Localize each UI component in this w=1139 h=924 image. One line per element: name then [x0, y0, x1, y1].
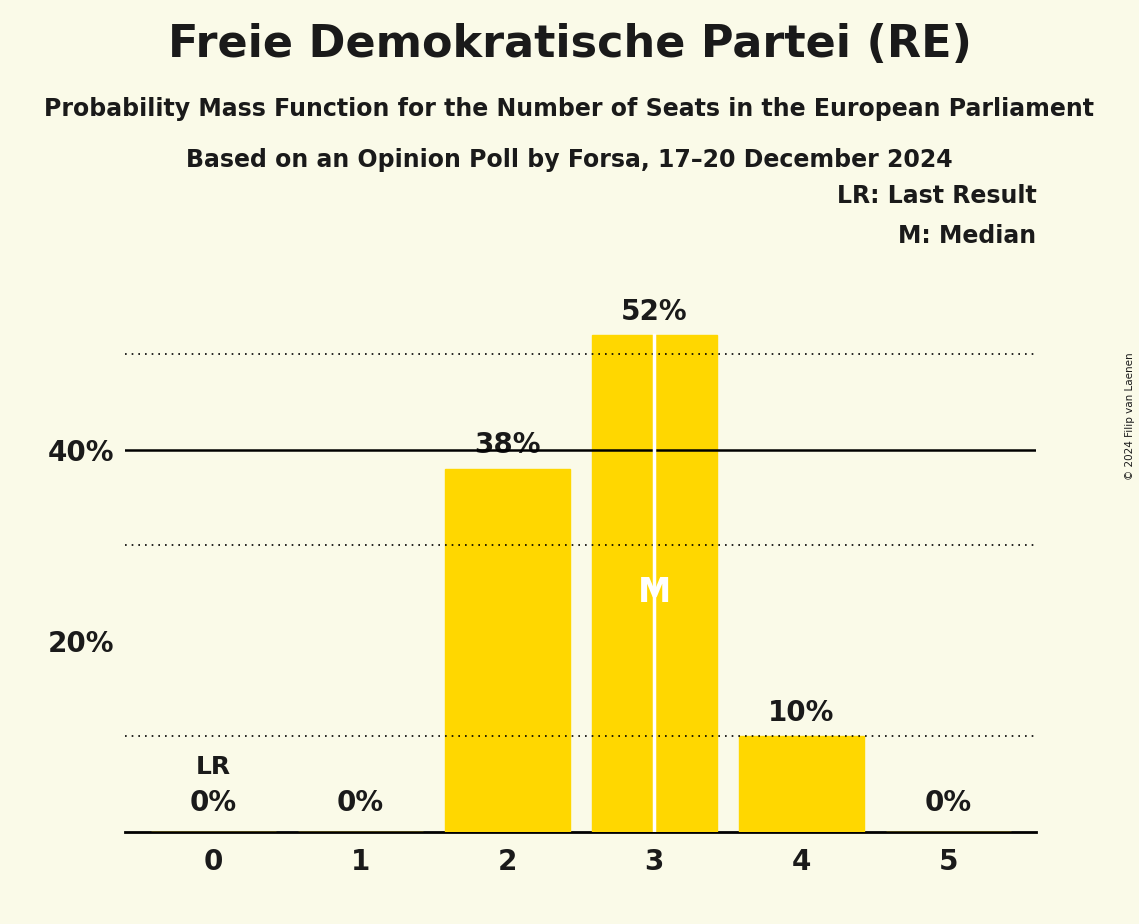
Bar	[739, 736, 863, 832]
Text: M: M	[638, 577, 671, 610]
Text: M: Median: M: Median	[899, 225, 1036, 249]
Text: © 2024 Filip van Laenen: © 2024 Filip van Laenen	[1125, 352, 1134, 480]
Bar	[445, 468, 570, 832]
Text: Probability Mass Function for the Number of Seats in the European Parliament: Probability Mass Function for the Number…	[44, 97, 1095, 121]
Text: 0%: 0%	[337, 789, 384, 817]
Text: 0%: 0%	[190, 789, 237, 817]
Text: Freie Demokratische Partei (RE): Freie Demokratische Partei (RE)	[167, 23, 972, 67]
Text: LR: LR	[196, 755, 231, 779]
Text: Based on an Opinion Poll by Forsa, 17–20 December 2024: Based on an Opinion Poll by Forsa, 17–20…	[186, 148, 953, 172]
Text: 38%: 38%	[474, 432, 541, 459]
Text: LR: Last Result: LR: Last Result	[837, 184, 1036, 208]
Text: 52%: 52%	[621, 298, 688, 325]
Text: 10%: 10%	[768, 699, 835, 726]
Text: 0%: 0%	[925, 789, 972, 817]
Bar	[592, 335, 716, 832]
